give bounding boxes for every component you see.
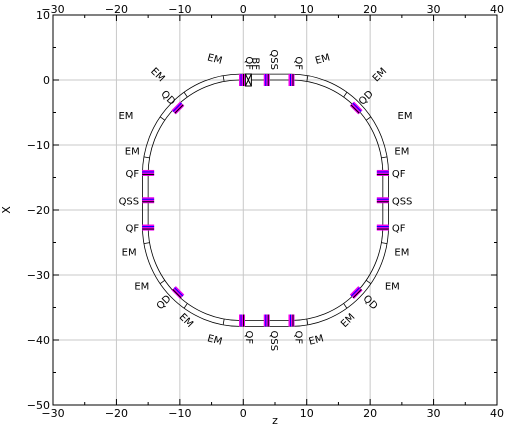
- x-tick-label-top: −30: [41, 3, 64, 16]
- arc-segment-divider: [159, 279, 166, 284]
- element-label-em: EM: [118, 111, 133, 122]
- magnet-qf: [288, 314, 295, 327]
- element-label-qss: QSS: [268, 49, 279, 70]
- x-tick-label-bottom: 40: [490, 407, 504, 420]
- magnet-bf: [244, 73, 252, 87]
- x-tick-label-top: 20: [363, 3, 377, 16]
- magnet-qf: [376, 224, 389, 231]
- arc-segment-divider: [381, 156, 388, 159]
- magnet-qf: [376, 169, 389, 176]
- element-label-bf: BF: [249, 57, 260, 70]
- element-label-em: EM: [125, 147, 140, 158]
- y-tick-label: −20: [27, 204, 50, 217]
- magnet-qss: [263, 314, 270, 327]
- element-label-qf: QF: [392, 224, 406, 235]
- element-label-em: EM: [385, 282, 400, 293]
- element-label-em: EM: [394, 147, 409, 158]
- x-tick-label-bottom: 20: [363, 407, 377, 420]
- arc-segment-divider: [343, 92, 348, 98]
- arc-segment-divider: [183, 303, 188, 309]
- magnet-qf: [239, 74, 246, 86]
- arc-segment-divider: [183, 92, 188, 98]
- magnet-qss: [142, 197, 155, 204]
- element-label-em: EM: [206, 333, 223, 347]
- magnet-qf: [288, 74, 295, 86]
- element-label-qss: QSS: [268, 331, 279, 352]
- element-label-em: EM: [398, 111, 413, 122]
- x-tick-label-bottom: −10: [168, 407, 191, 420]
- x-tick-label-top: 10: [300, 3, 314, 16]
- element-label-em: EM: [122, 247, 137, 258]
- y-tick-label: 0: [43, 74, 50, 87]
- x-tick-label-top: −20: [105, 3, 128, 16]
- axis-ticks: −30 −30 −20 −20 −10 −10 0 0 10 10 20 20 30 30 40 40 10 0 −…: [27, 3, 504, 420]
- plot-frame: [52, 14, 498, 406]
- y-axis-label: X: [0, 206, 13, 214]
- x-tick-label-bottom: −30: [41, 407, 64, 420]
- arc-segment-divider: [381, 242, 388, 245]
- magnet-qss: [263, 74, 270, 86]
- arc-segment-divider: [365, 279, 372, 284]
- x-axis-label: z: [272, 414, 278, 427]
- magnet-qd: [349, 101, 363, 115]
- y-tick-label: −50: [27, 399, 50, 412]
- element-label-qf: QF: [243, 331, 254, 345]
- element-label-em: EM: [206, 52, 223, 66]
- element-label-qf: QF: [126, 224, 140, 235]
- y-tick-label: −10: [27, 139, 50, 152]
- arc-segment-divider: [306, 75, 309, 82]
- element-label-qss: QSS: [392, 196, 413, 207]
- x-tick-label-top: 30: [427, 3, 441, 16]
- element-label-em: EM: [394, 247, 409, 258]
- arc-segment-divider: [365, 116, 372, 121]
- magnet-qd: [349, 286, 363, 299]
- magnet-qd: [171, 101, 185, 115]
- y-tick-label: −30: [27, 269, 50, 282]
- magnet-qf: [142, 169, 155, 176]
- magnet-elements: [142, 73, 389, 327]
- element-label-qf: QF: [126, 169, 140, 180]
- element-label-em: EM: [314, 52, 331, 66]
- arc-segment-divider: [143, 156, 150, 159]
- magnet-qf: [142, 224, 155, 231]
- magnet-qss: [376, 197, 389, 204]
- x-tick-label-bottom: 30: [427, 407, 441, 420]
- arc-segment-divider: [159, 116, 166, 121]
- magnet-qd: [171, 286, 185, 299]
- arc-segment-divider: [222, 319, 225, 325]
- arc-segment-divider: [222, 75, 225, 82]
- element-label-qf: QF: [292, 56, 303, 70]
- element-label-qss: QSS: [119, 196, 140, 207]
- y-tick-label: 10: [36, 9, 50, 22]
- arc-segment-divider: [343, 303, 348, 309]
- y-tick-label: −40: [27, 334, 50, 347]
- x-tick-label-top: 0: [240, 3, 247, 16]
- element-label-em: EM: [308, 333, 325, 347]
- x-tick-label-bottom: 0: [240, 407, 247, 420]
- x-tick-label-top: 40: [490, 3, 504, 16]
- magnet-qf: [239, 314, 246, 327]
- element-label-qf: QF: [243, 56, 254, 70]
- x-tick-label-top: −10: [168, 3, 191, 16]
- element-label-em: EM: [134, 282, 149, 293]
- x-tick-label-bottom: −20: [105, 407, 128, 420]
- element-label-qf: QF: [392, 169, 406, 180]
- arc-segment-divider: [143, 242, 150, 245]
- arc-segment-divider: [306, 319, 309, 325]
- element-label-qf: QF: [292, 331, 303, 345]
- x-tick-label-bottom: 10: [300, 407, 314, 420]
